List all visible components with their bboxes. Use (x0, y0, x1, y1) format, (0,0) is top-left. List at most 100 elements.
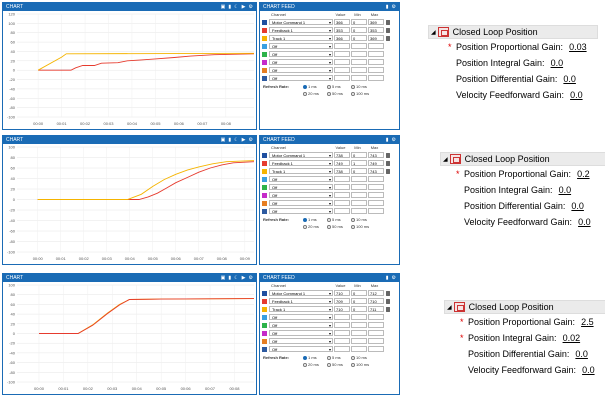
channel-color-swatch[interactable] (262, 19, 267, 25)
collapse-icon[interactable]: ◢ (447, 304, 452, 311)
trash-icon[interactable] (386, 19, 390, 25)
save-icon[interactable]: ▣ (220, 137, 227, 143)
channel-select[interactable]: Motor Command 1 ▾ (269, 152, 333, 158)
radio-icon[interactable] (303, 84, 307, 89)
channel-select[interactable]: Off ▾ (269, 75, 333, 81)
play-icon[interactable]: ▶ (241, 137, 247, 143)
channel-select[interactable]: Off ▾ (269, 67, 333, 73)
property-value[interactable]: 0.0 (571, 201, 584, 211)
delete-icon[interactable]: ▮ (228, 275, 233, 281)
property-group-header[interactable]: ◢ Closed Loop Position (444, 300, 605, 314)
refresh-option[interactable]: 5 ms (327, 217, 351, 222)
channel-select[interactable]: Off ▾ (269, 330, 333, 336)
collapse-icon[interactable]: ◢ (443, 156, 448, 163)
channel-select[interactable]: Off ▾ (269, 200, 333, 206)
radio-icon[interactable] (303, 217, 307, 222)
channel-select[interactable]: Off ▾ (269, 184, 333, 190)
property-value[interactable]: 0.2 (577, 169, 590, 179)
channel-color-swatch[interactable] (262, 290, 267, 296)
property-value[interactable]: 0.0 (563, 74, 576, 84)
radio-icon[interactable] (351, 362, 355, 367)
radio-icon[interactable] (327, 355, 331, 360)
property-group-header[interactable]: ◢ Closed Loop Position (428, 25, 598, 39)
play-icon[interactable]: ▶ (241, 275, 247, 281)
channel-color-swatch[interactable] (262, 35, 267, 41)
channel-select[interactable]: Off ▾ (269, 322, 333, 328)
trash-icon[interactable] (386, 298, 390, 304)
channel-color-swatch[interactable] (262, 184, 267, 190)
channel-select[interactable]: Off ▾ (269, 43, 333, 49)
channel-color-swatch[interactable] (262, 192, 267, 198)
radio-icon[interactable] (303, 224, 307, 229)
gear-icon[interactable]: ⚙ (391, 275, 397, 281)
radio-icon[interactable] (327, 224, 331, 229)
property-value[interactable]: 0.0 (582, 365, 595, 375)
radio-icon[interactable] (351, 84, 355, 89)
property-value[interactable]: 0.0 (575, 349, 588, 359)
property-group-header[interactable]: ◢ Closed Loop Position (440, 152, 605, 166)
refresh-option[interactable]: 10 ms (351, 84, 375, 89)
trash-icon[interactable] (386, 290, 390, 296)
channel-color-swatch[interactable] (262, 27, 267, 33)
property-value[interactable]: 0.0 (578, 217, 591, 227)
channel-color-swatch[interactable] (262, 51, 267, 57)
property-value[interactable]: 0.02 (562, 333, 581, 343)
channel-select[interactable]: Off ▾ (269, 59, 333, 65)
delete-icon[interactable]: ▮ (385, 275, 390, 281)
refresh-option[interactable]: 50 ms (327, 224, 351, 229)
channel-color-swatch[interactable] (262, 314, 267, 320)
channel-select[interactable]: Feedback 1 ▾ (269, 160, 333, 166)
channel-color-swatch[interactable] (262, 208, 267, 214)
gear-icon[interactable]: ⚙ (248, 4, 254, 10)
radio-icon[interactable] (303, 91, 307, 96)
refresh-option[interactable]: 1 ms (303, 217, 327, 222)
refresh-option[interactable]: 10 ms (351, 355, 375, 360)
channel-color-swatch[interactable] (262, 298, 267, 304)
refresh-option[interactable]: 100 ms (351, 224, 375, 229)
channel-select[interactable]: Motor Command 1 ▾ (269, 19, 333, 25)
channel-select[interactable]: Feedback 1 ▾ (269, 27, 333, 33)
refresh-option[interactable]: 10 ms (351, 217, 375, 222)
save-icon[interactable]: ▣ (220, 4, 227, 10)
channel-select[interactable]: Off ▾ (269, 51, 333, 57)
property-value[interactable]: 0.0 (550, 58, 564, 68)
channel-color-swatch[interactable] (262, 338, 267, 344)
trash-icon[interactable] (386, 168, 390, 174)
refresh-option[interactable]: 20 ms (303, 91, 327, 96)
trash-icon[interactable] (386, 160, 390, 166)
refresh-option[interactable]: 100 ms (351, 362, 375, 367)
trash-icon[interactable] (386, 35, 390, 41)
radio-icon[interactable] (327, 362, 331, 367)
delete-icon[interactable]: ▮ (228, 137, 233, 143)
refresh-option[interactable]: 5 ms (327, 84, 351, 89)
play-icon[interactable]: ▶ (241, 4, 247, 10)
channel-select[interactable]: Off ▾ (269, 314, 333, 320)
refresh-option[interactable]: 1 ms (303, 355, 327, 360)
channel-color-swatch[interactable] (262, 43, 267, 49)
channel-select[interactable]: Motor Command 1 ▾ (269, 290, 333, 296)
channel-color-swatch[interactable] (262, 176, 267, 182)
radio-icon[interactable] (327, 84, 331, 89)
channel-color-swatch[interactable] (262, 75, 267, 81)
refresh-option[interactable]: 5 ms (327, 355, 351, 360)
delete-icon[interactable]: ▮ (385, 4, 390, 10)
channel-select[interactable]: Feedback 1 ▾ (269, 298, 333, 304)
channel-color-swatch[interactable] (262, 168, 267, 174)
channel-select[interactable]: Off ▾ (269, 208, 333, 214)
radio-icon[interactable] (351, 224, 355, 229)
refresh-option[interactable]: 100 ms (351, 91, 375, 96)
delete-icon[interactable]: ▮ (228, 4, 233, 10)
property-value[interactable]: 0.0 (558, 185, 572, 195)
moon-icon[interactable]: ☾ (234, 275, 240, 281)
channel-select[interactable]: Off ▾ (269, 346, 333, 352)
radio-icon[interactable] (327, 217, 331, 222)
collapse-icon[interactable]: ◢ (431, 29, 436, 36)
channel-color-swatch[interactable] (262, 306, 267, 312)
channel-color-swatch[interactable] (262, 200, 267, 206)
moon-icon[interactable]: ☾ (234, 137, 240, 143)
gear-icon[interactable]: ⚙ (391, 4, 397, 10)
refresh-option[interactable]: 20 ms (303, 362, 327, 367)
channel-color-swatch[interactable] (262, 346, 267, 352)
trash-icon[interactable] (386, 306, 390, 312)
radio-icon[interactable] (303, 362, 307, 367)
